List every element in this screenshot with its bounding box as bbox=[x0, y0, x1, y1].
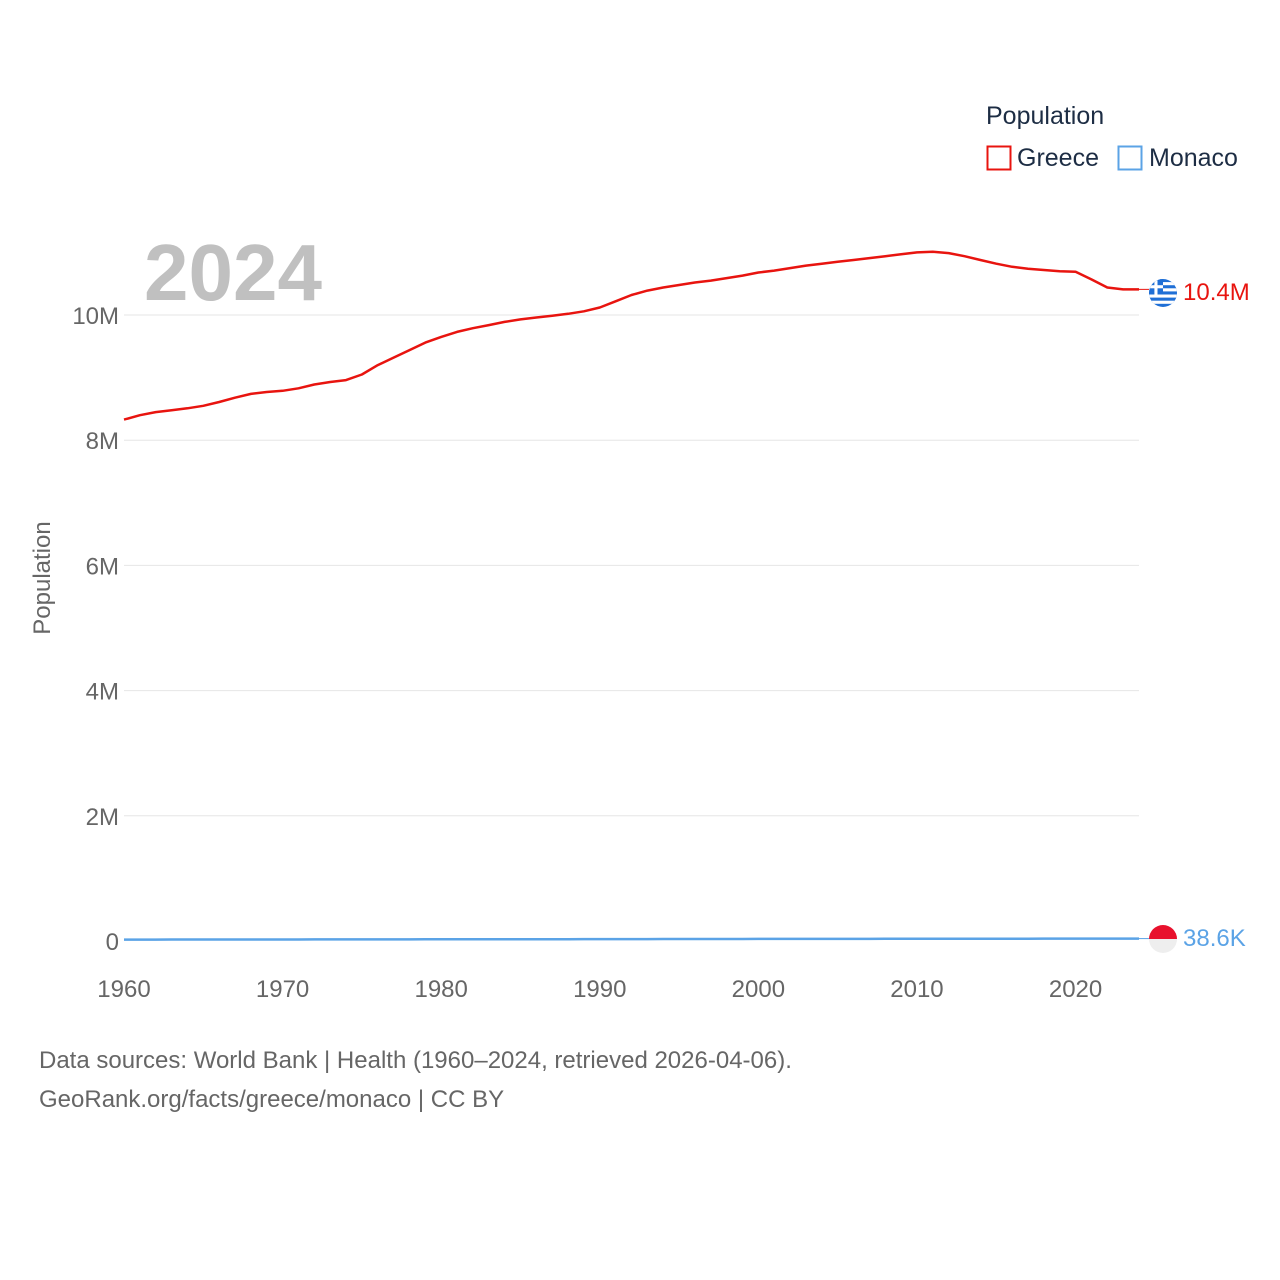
end-label-monaco: 38.6K bbox=[1183, 925, 1246, 952]
x-tick-label: 2020 bbox=[1049, 976, 1102, 1003]
end-label-greece: 10.4M bbox=[1183, 279, 1250, 306]
x-tick-label: 1980 bbox=[414, 976, 467, 1003]
legend-swatch-greece bbox=[986, 145, 1012, 171]
gridlines bbox=[124, 314, 1139, 817]
y-tick-label: 8M bbox=[86, 428, 119, 455]
y-tick-label: 2M bbox=[86, 804, 119, 831]
series-line-greece bbox=[123, 250, 1139, 421]
series-line-monaco bbox=[124, 937, 1139, 941]
legend-swatch-monaco bbox=[1117, 145, 1143, 171]
source-line-1: Data sources: World Bank | Health (1960–… bbox=[39, 1047, 792, 1074]
y-axis-title: Population bbox=[29, 521, 56, 634]
y-tick-label: 0 bbox=[106, 929, 119, 956]
legend-item-greece[interactable]: Greece bbox=[986, 144, 1099, 172]
y-tick-label: 10M bbox=[72, 303, 119, 330]
year-label: 2024 bbox=[144, 228, 322, 317]
monaco-flag-icon bbox=[1149, 925, 1177, 953]
x-axis-ticks: 1960 1970 1980 1990 2000 2010 2020 bbox=[97, 976, 1102, 1003]
legend-title: Population bbox=[986, 102, 1104, 130]
legend-label-monaco: Monaco bbox=[1149, 144, 1238, 172]
x-tick-label: 2000 bbox=[732, 976, 785, 1003]
greece-flag-icon bbox=[1149, 279, 1177, 307]
legend-item-monaco[interactable]: Monaco bbox=[1117, 144, 1238, 172]
x-tick-label: 2010 bbox=[890, 976, 943, 1003]
source-line-2: GeoRank.org/facts/greece/monaco | CC BY bbox=[39, 1086, 505, 1113]
x-tick-label: 1970 bbox=[256, 976, 309, 1003]
y-tick-label: 4M bbox=[86, 679, 119, 706]
y-axis-ticks: 0 2M 4M 6M 8M 10M bbox=[72, 303, 119, 956]
source-note: Data sources: World Bank | Health (1960–… bbox=[39, 1041, 792, 1119]
x-tick-label: 1990 bbox=[573, 976, 626, 1003]
y-tick-label: 6M bbox=[86, 553, 119, 580]
x-tick-label: 1960 bbox=[97, 976, 150, 1003]
legend-label-greece: Greece bbox=[1017, 144, 1099, 172]
